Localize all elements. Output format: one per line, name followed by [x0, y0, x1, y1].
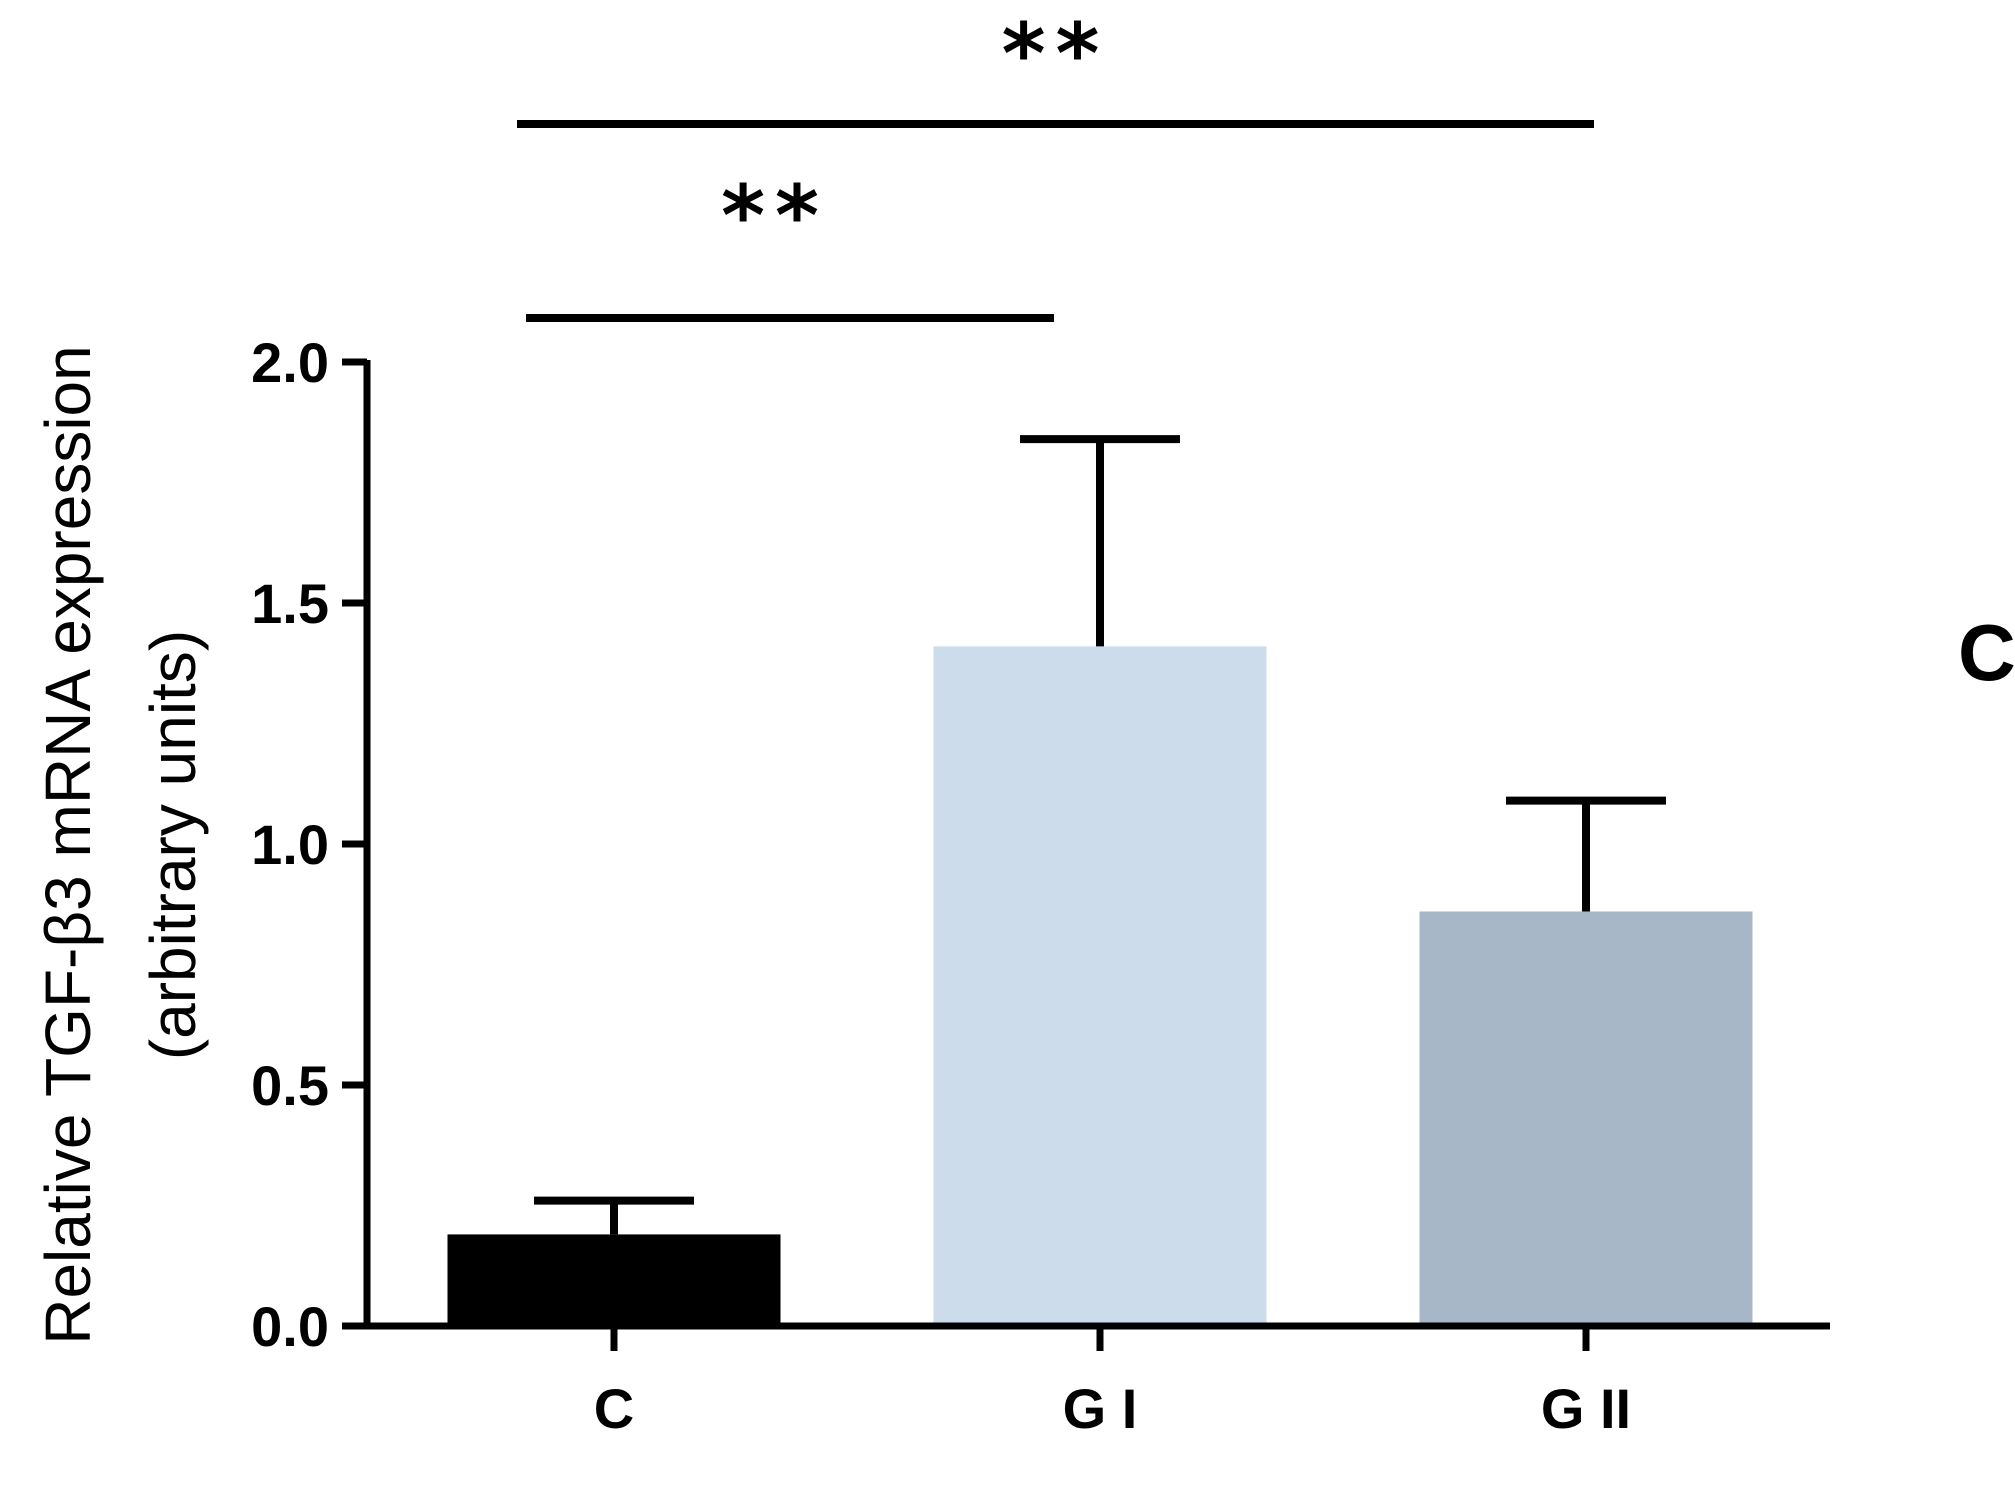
bar: [933, 646, 1267, 1326]
y-tick-label: 1.0: [251, 813, 329, 876]
y-tick-label: 0.5: [251, 1054, 329, 1117]
x-tick-label: C: [594, 1377, 634, 1440]
y-tick-label: 2.0: [251, 331, 329, 394]
x-tick-label: G II: [1541, 1377, 1631, 1440]
y-tick-label: 0.0: [251, 1295, 329, 1358]
bar: [447, 1234, 781, 1326]
panel-label: C: [1958, 608, 2015, 697]
x-tick-label: G I: [1063, 1377, 1138, 1440]
significance-label: **: [721, 167, 829, 265]
y-axis-title-line2: (arbitrary units): [137, 630, 209, 1060]
y-tick-label: 1.5: [251, 572, 329, 635]
y-axis-title-line1: Relative TGF-β3 mRNA expression: [32, 345, 104, 1345]
bar: [1419, 911, 1753, 1326]
significance-label: **: [1002, 5, 1110, 103]
